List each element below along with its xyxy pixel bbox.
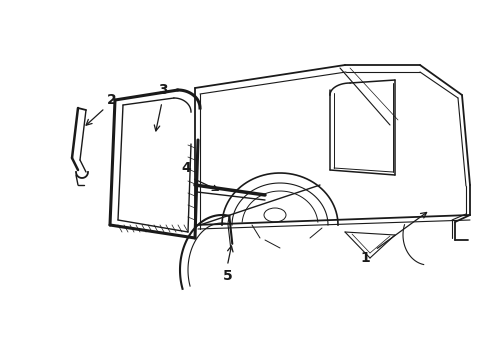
Text: 5: 5 (222, 269, 232, 283)
Text: 2: 2 (107, 93, 117, 107)
Text: 1: 1 (360, 251, 370, 265)
Text: 4: 4 (181, 161, 191, 175)
Text: 3: 3 (158, 83, 168, 97)
